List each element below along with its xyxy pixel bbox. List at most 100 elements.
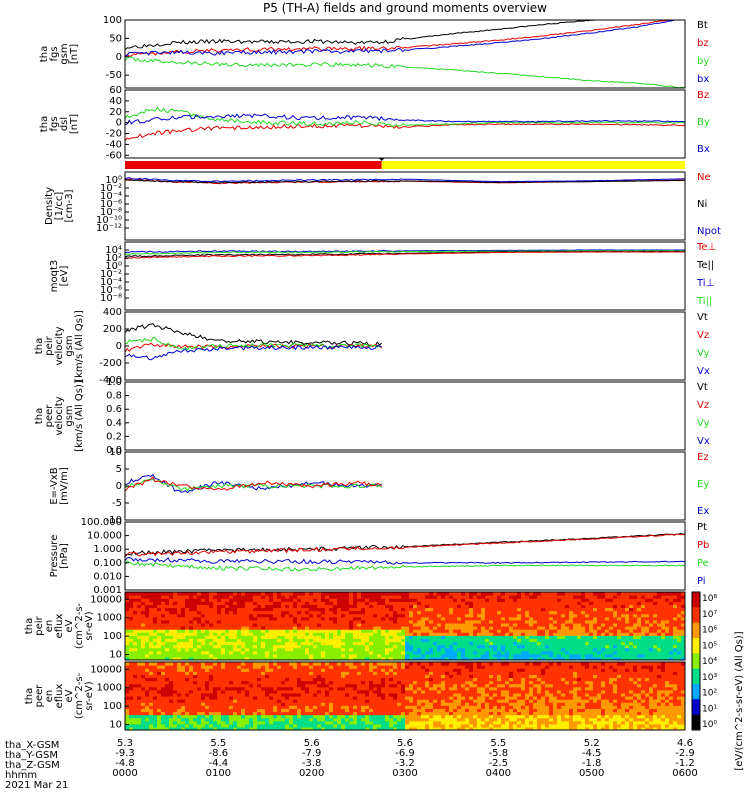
spectrogram-cell (601, 592, 606, 596)
spectrogram-cell (393, 592, 398, 596)
spectrogram-cell (325, 662, 330, 666)
spectrogram-cell (373, 662, 378, 666)
spectrogram-cell (373, 592, 378, 596)
spectrogram-cell (157, 662, 162, 666)
spectrogram-cell (309, 592, 314, 596)
spectrogram-cell (169, 592, 174, 596)
spectrogram-cell (441, 592, 446, 596)
spectrogram-cell (401, 662, 406, 666)
spectrogram-cell (517, 592, 522, 596)
spectrogram-cell (405, 662, 410, 666)
spectrogram-cell (485, 592, 490, 596)
y-tick-label: -20 (106, 129, 122, 140)
legend-entry: Vz (697, 400, 709, 411)
spectrogram-cell (645, 592, 650, 596)
spectrogram-cell (209, 662, 214, 666)
y-tick-label: -60 (106, 150, 122, 161)
spectrogram-cell (229, 662, 234, 666)
mode-bar-segment (382, 161, 685, 169)
spectrogram-cell (301, 662, 306, 666)
y-tick-label: 0.4 (106, 418, 122, 429)
y-axis-label: [eV] (59, 266, 70, 287)
spectrogram-cell (317, 592, 322, 596)
spectrogram-cell (125, 662, 130, 666)
spectrogram-cell (341, 662, 346, 666)
series-bx (125, 18, 685, 56)
y-tick-label: 20 (109, 107, 122, 118)
spectrogram-cell (677, 592, 682, 596)
series-bz (125, 17, 685, 57)
spectrogram-cell (297, 592, 302, 596)
spectrogram-cell (461, 592, 466, 596)
spectrogram-cell (133, 662, 138, 666)
spectrogram-cell (617, 592, 622, 596)
spectrogram-cell (633, 592, 638, 596)
spectrogram-cell (221, 662, 226, 666)
spectrogram-cell (301, 592, 306, 596)
plot-area-peer_spec (125, 662, 686, 731)
spectrogram-cell (637, 592, 642, 596)
spectrogram-cell (161, 662, 166, 666)
spectrogram-cell (197, 592, 202, 596)
spectrogram-cell (569, 592, 574, 596)
spectrogram-cell (137, 662, 142, 666)
y-axis-label: [km/s (All Qs)] (74, 310, 85, 382)
spectrogram-cell (329, 662, 334, 666)
spectrogram-cell (169, 662, 174, 666)
panel-frame (125, 382, 685, 450)
y-tick-label: 200 (103, 324, 122, 335)
y-tick-label: 10⁻⁸ (100, 293, 122, 304)
spectrogram-cell (377, 662, 382, 666)
spectrogram-cell (153, 662, 158, 666)
spectrogram-cell (509, 592, 514, 596)
spectrogram-cell (157, 592, 162, 596)
spectrogram-cell (421, 592, 426, 596)
spectrogram-cell (237, 592, 242, 596)
spectrogram-cell (273, 592, 278, 596)
panel-frame (125, 20, 685, 88)
spectrogram-cell (493, 592, 498, 596)
spectrogram-cell (257, 592, 262, 596)
spectrogram-cell (241, 592, 246, 596)
spectrogram-cell (661, 592, 666, 596)
y-tick-label: 0 (116, 118, 122, 129)
legend-entry: Ez (697, 452, 709, 463)
legend-entry: Bx (697, 144, 710, 155)
spectrogram-cell (369, 592, 374, 596)
spectrogram-cell (129, 592, 134, 596)
mode-bar-segment (125, 161, 382, 169)
spectrogram-cell (321, 592, 326, 596)
spectrogram-cell (333, 662, 338, 666)
spectrogram-cell (233, 592, 238, 596)
spectrogram-cell (621, 592, 626, 596)
series-Bz (125, 124, 685, 142)
series-Vx (125, 346, 382, 360)
legend-entry: Vt (697, 312, 708, 323)
spectrogram-cell (305, 592, 310, 596)
plot-area-pressure (125, 534, 685, 572)
legend-entry: Pe (697, 558, 709, 569)
spectrogram-cell (149, 592, 154, 596)
panel-temps: 10⁴10²10⁰10⁻²10⁻⁴10⁻⁶10⁻⁸moqt3[eV]Te⊥Te|… (49, 242, 716, 310)
spectrogram-cell (129, 662, 134, 666)
y-tick-label: 10.000 (87, 531, 122, 542)
panel-frame (125, 522, 685, 590)
y-tick-label: 0 (116, 481, 122, 492)
spectrogram-cell (381, 592, 386, 596)
series-Vy (125, 338, 382, 350)
y-axis-label: [nT] (69, 114, 80, 134)
series-by (125, 57, 685, 88)
y-tick-label: 0.100 (93, 558, 122, 569)
spectrogram-cell (289, 662, 294, 666)
spectrogram-cell (161, 592, 166, 596)
spectrogram-cell (561, 592, 566, 596)
spectrogram-cell (277, 592, 282, 596)
y-tick-label: 40 (109, 96, 122, 107)
spectrogram-cell (537, 592, 542, 596)
legend-entry: Vx (697, 366, 710, 377)
spectrogram-cell (585, 592, 590, 596)
y-tick-label: 0.8 (106, 391, 122, 402)
spectrogram-cell (653, 592, 658, 596)
